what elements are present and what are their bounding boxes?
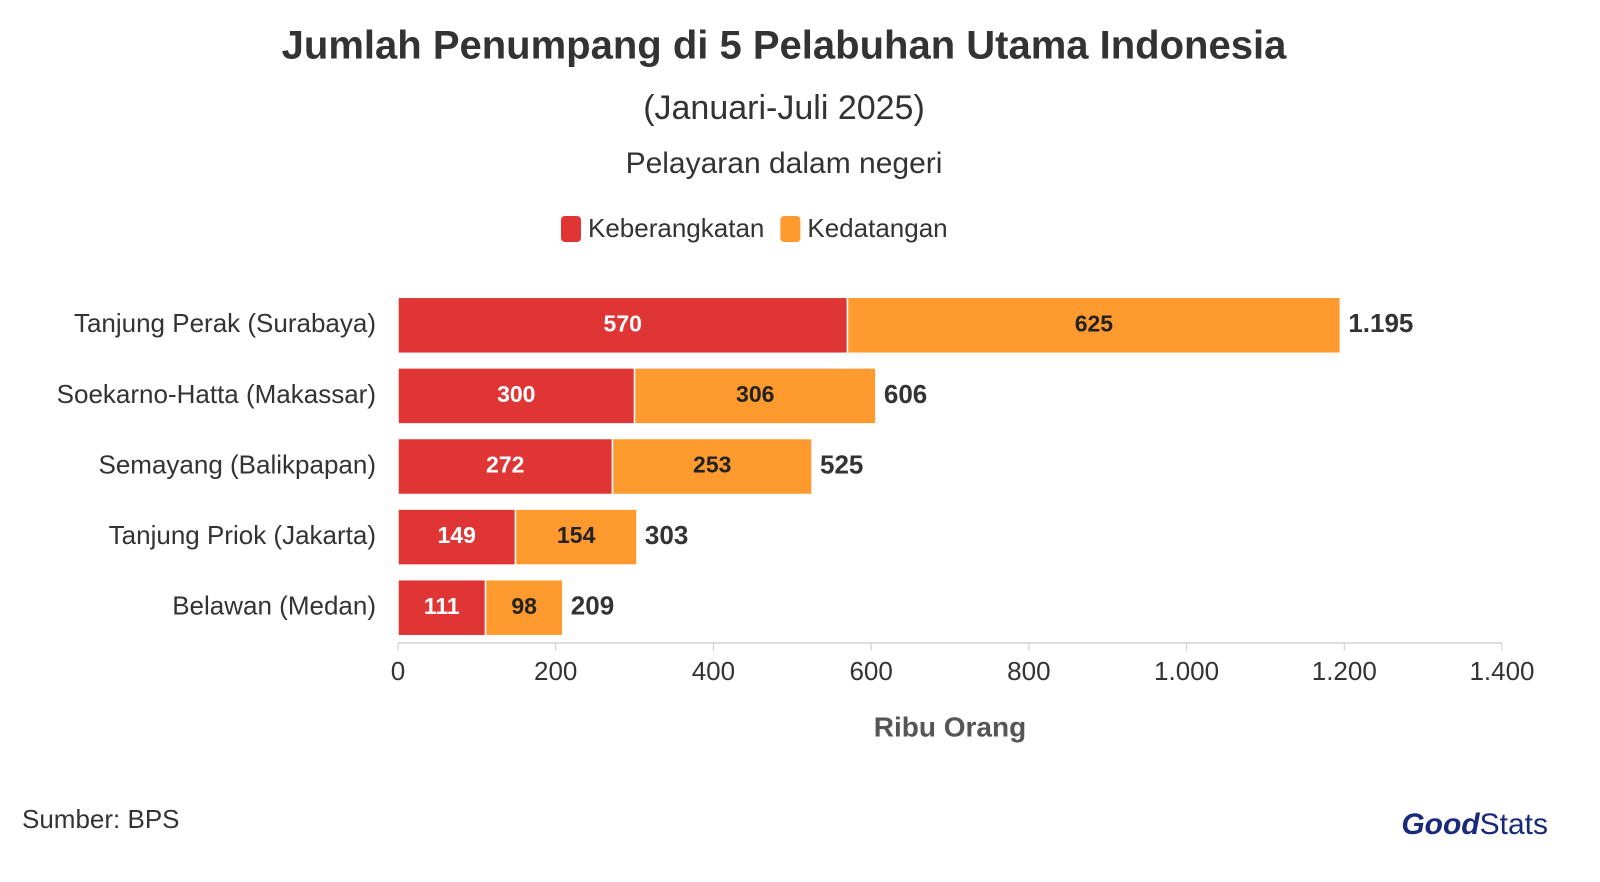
data-label: 306 (736, 381, 774, 407)
x-tick-label: 0 (391, 656, 405, 686)
x-tick-label: 400 (692, 656, 735, 686)
bar-segment (484, 578, 564, 637)
logo: GoodStats (1401, 808, 1548, 841)
bar-segment (397, 578, 487, 637)
y-tick-label: Tanjung Perak (Surabaya) (74, 308, 376, 338)
x-tick-label: 1.000 (1154, 656, 1219, 686)
total-label: 209 (571, 591, 614, 621)
x-axis-title: Ribu Orang (874, 711, 1026, 742)
source: Sumber: BPS (22, 804, 180, 834)
x-tick-label: 600 (849, 656, 892, 686)
legend-label: Kedatangan (807, 213, 947, 243)
bar-segment (397, 508, 517, 566)
data-label: 149 (438, 522, 476, 548)
legend-label: Keberangkatan (588, 213, 764, 243)
data-label: 272 (486, 452, 524, 478)
data-label: 300 (497, 381, 535, 407)
data-label: 111 (424, 593, 460, 619)
bar-segment (514, 508, 638, 566)
total-label: 303 (645, 520, 688, 550)
data-label: 570 (604, 310, 642, 336)
x-tick-label: 800 (1007, 656, 1050, 686)
logo-part: Stats (1480, 808, 1548, 841)
total-label: 606 (884, 379, 927, 409)
y-tick-label: Semayang (Balikpapan) (99, 449, 377, 479)
bar-segment (846, 296, 1342, 355)
y-tick-label: Soekarno-Hatta (Makassar) (57, 379, 376, 409)
bar-segment (611, 437, 813, 496)
legend-swatch (561, 216, 581, 242)
bar-segment (397, 367, 636, 425)
logo-part: Good (1401, 808, 1480, 841)
bar-segment (397, 437, 614, 496)
y-tick-label: Tanjung Priok (Jakarta) (109, 520, 376, 550)
x-tick-label: 200 (534, 656, 577, 686)
chart-subtitle: Pelayaran dalam negeri (626, 147, 943, 180)
data-label: 98 (511, 593, 537, 619)
bar-segment (633, 367, 877, 425)
data-label: 253 (693, 452, 731, 478)
chart-subtitle: (Januari-Juli 2025) (643, 89, 925, 127)
total-label: 1.195 (1348, 308, 1413, 338)
y-tick-label: Belawan (Medan) (172, 591, 376, 621)
chart-title: Jumlah Penumpang di 5 Pelabuhan Utama In… (282, 24, 1287, 68)
total-label: 525 (820, 449, 863, 479)
x-tick-label: 1.400 (1469, 656, 1534, 686)
data-label: 154 (557, 522, 596, 548)
x-tick-label: 1.200 (1312, 656, 1377, 686)
data-label: 625 (1075, 310, 1114, 336)
legend-swatch (780, 216, 801, 242)
